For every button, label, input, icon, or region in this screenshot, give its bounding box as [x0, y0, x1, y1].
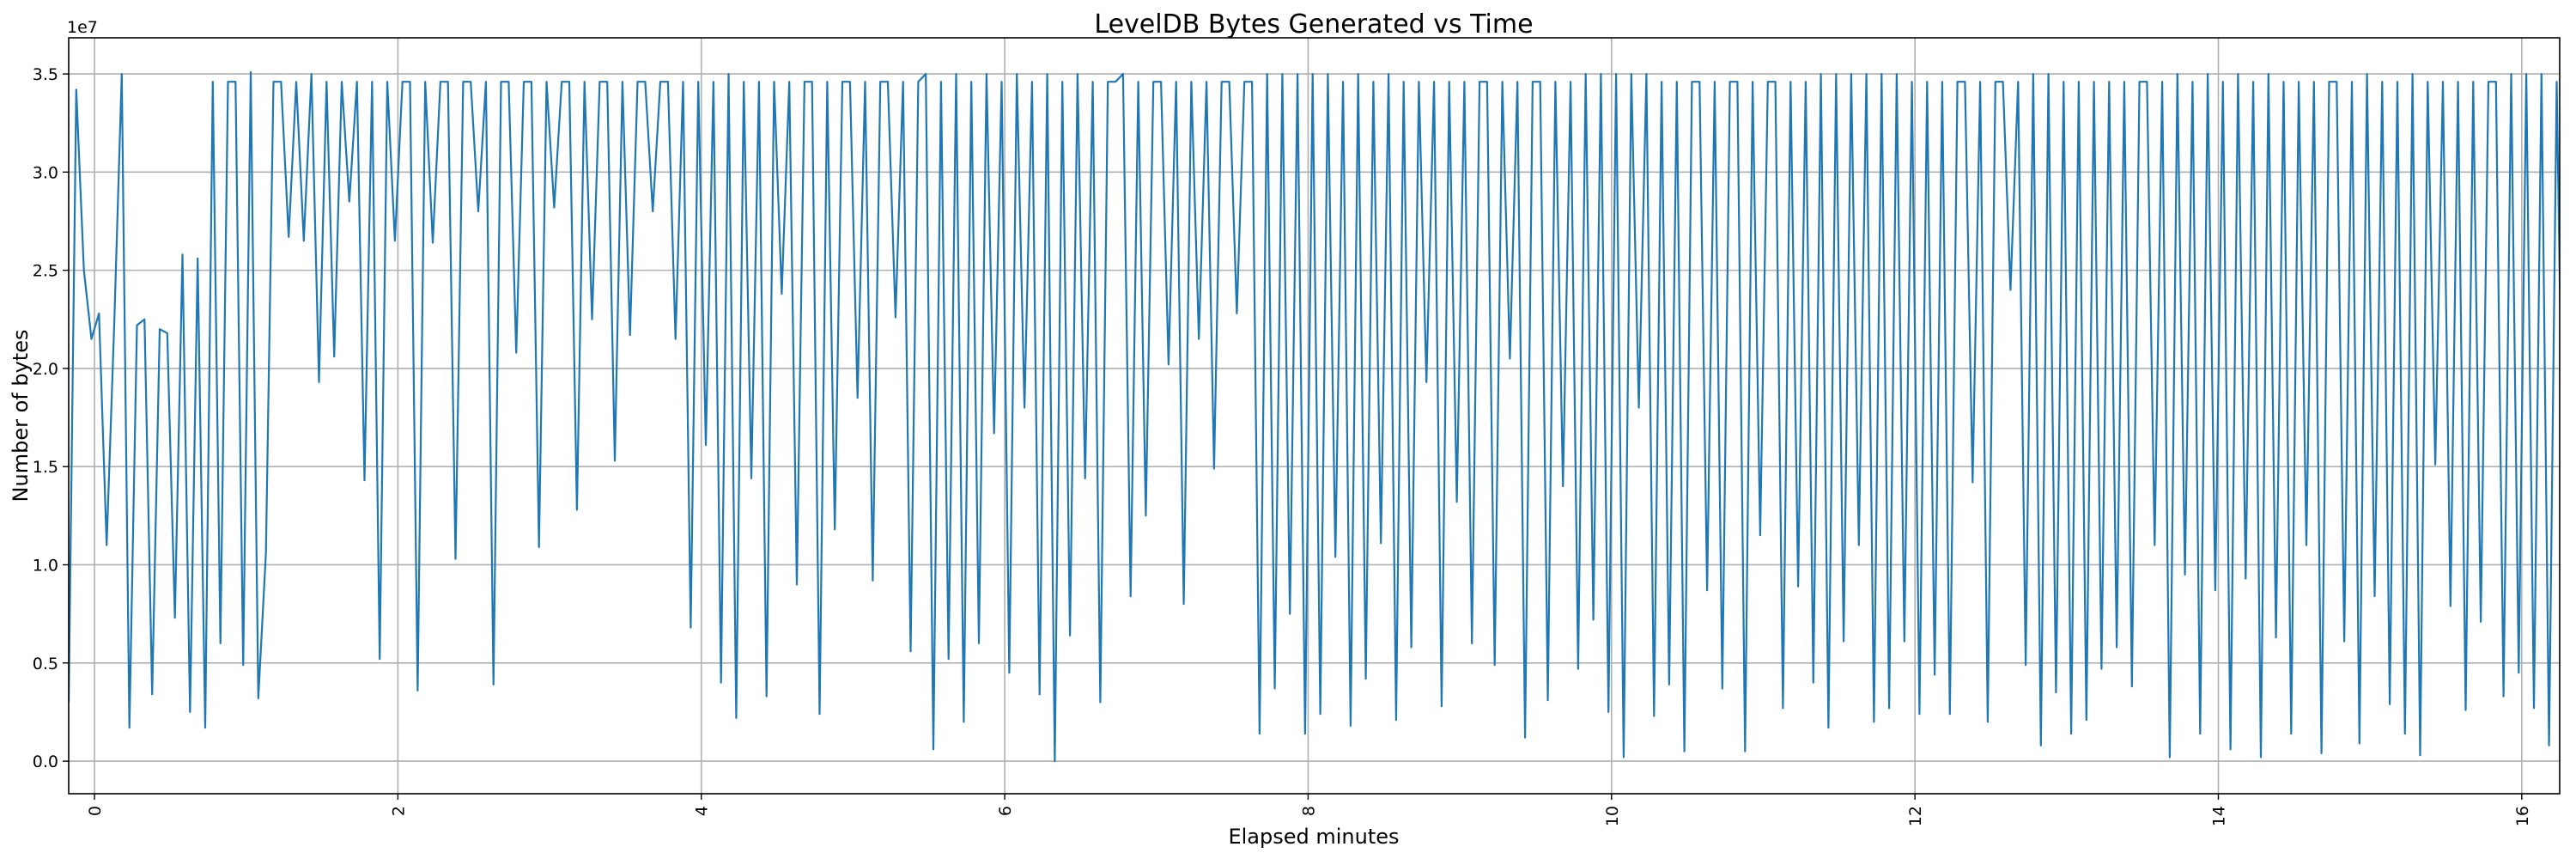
y-axis: 0.0 0.5 1.0 1.5 2.0 2.5 3.0 3.5: [33, 65, 69, 771]
x-axis: 0 2 4 6 8 10 12 14 16: [86, 794, 2532, 826]
y-offset-label: 1e7: [67, 18, 98, 37]
x-tick-label: 2: [389, 806, 408, 816]
x-tick-label: 0: [86, 806, 105, 816]
y-tick-label: 3.5: [33, 65, 58, 84]
x-tick-label: 10: [1603, 806, 1622, 826]
x-tick-label: 12: [1906, 806, 1925, 826]
series-line-bytes: [69, 70, 2560, 763]
x-tick-label: 6: [996, 806, 1015, 816]
x-axis-label: Elapsed minutes: [1228, 825, 1399, 849]
y-tick-label: 0.0: [33, 752, 58, 771]
y-tick-label: 2.0: [33, 360, 58, 379]
x-tick-label: 16: [2513, 806, 2532, 826]
y-axis-label: Number of bytes: [9, 330, 33, 503]
x-tick-label: 8: [1299, 806, 1318, 816]
x-tick-label: 4: [693, 806, 712, 816]
y-tick-label: 2.5: [33, 262, 58, 281]
y-tick-label: 1.5: [33, 458, 58, 477]
x-tick-label: 14: [2209, 806, 2228, 826]
y-tick-label: 3.0: [33, 163, 58, 182]
y-tick-label: 0.5: [33, 655, 58, 673]
plot-frame: [68, 37, 2561, 795]
chart-title: LevelDB Bytes Generated vs Time: [1094, 9, 1533, 40]
y-tick-label: 1.0: [33, 556, 58, 575]
grid: [69, 38, 2560, 794]
